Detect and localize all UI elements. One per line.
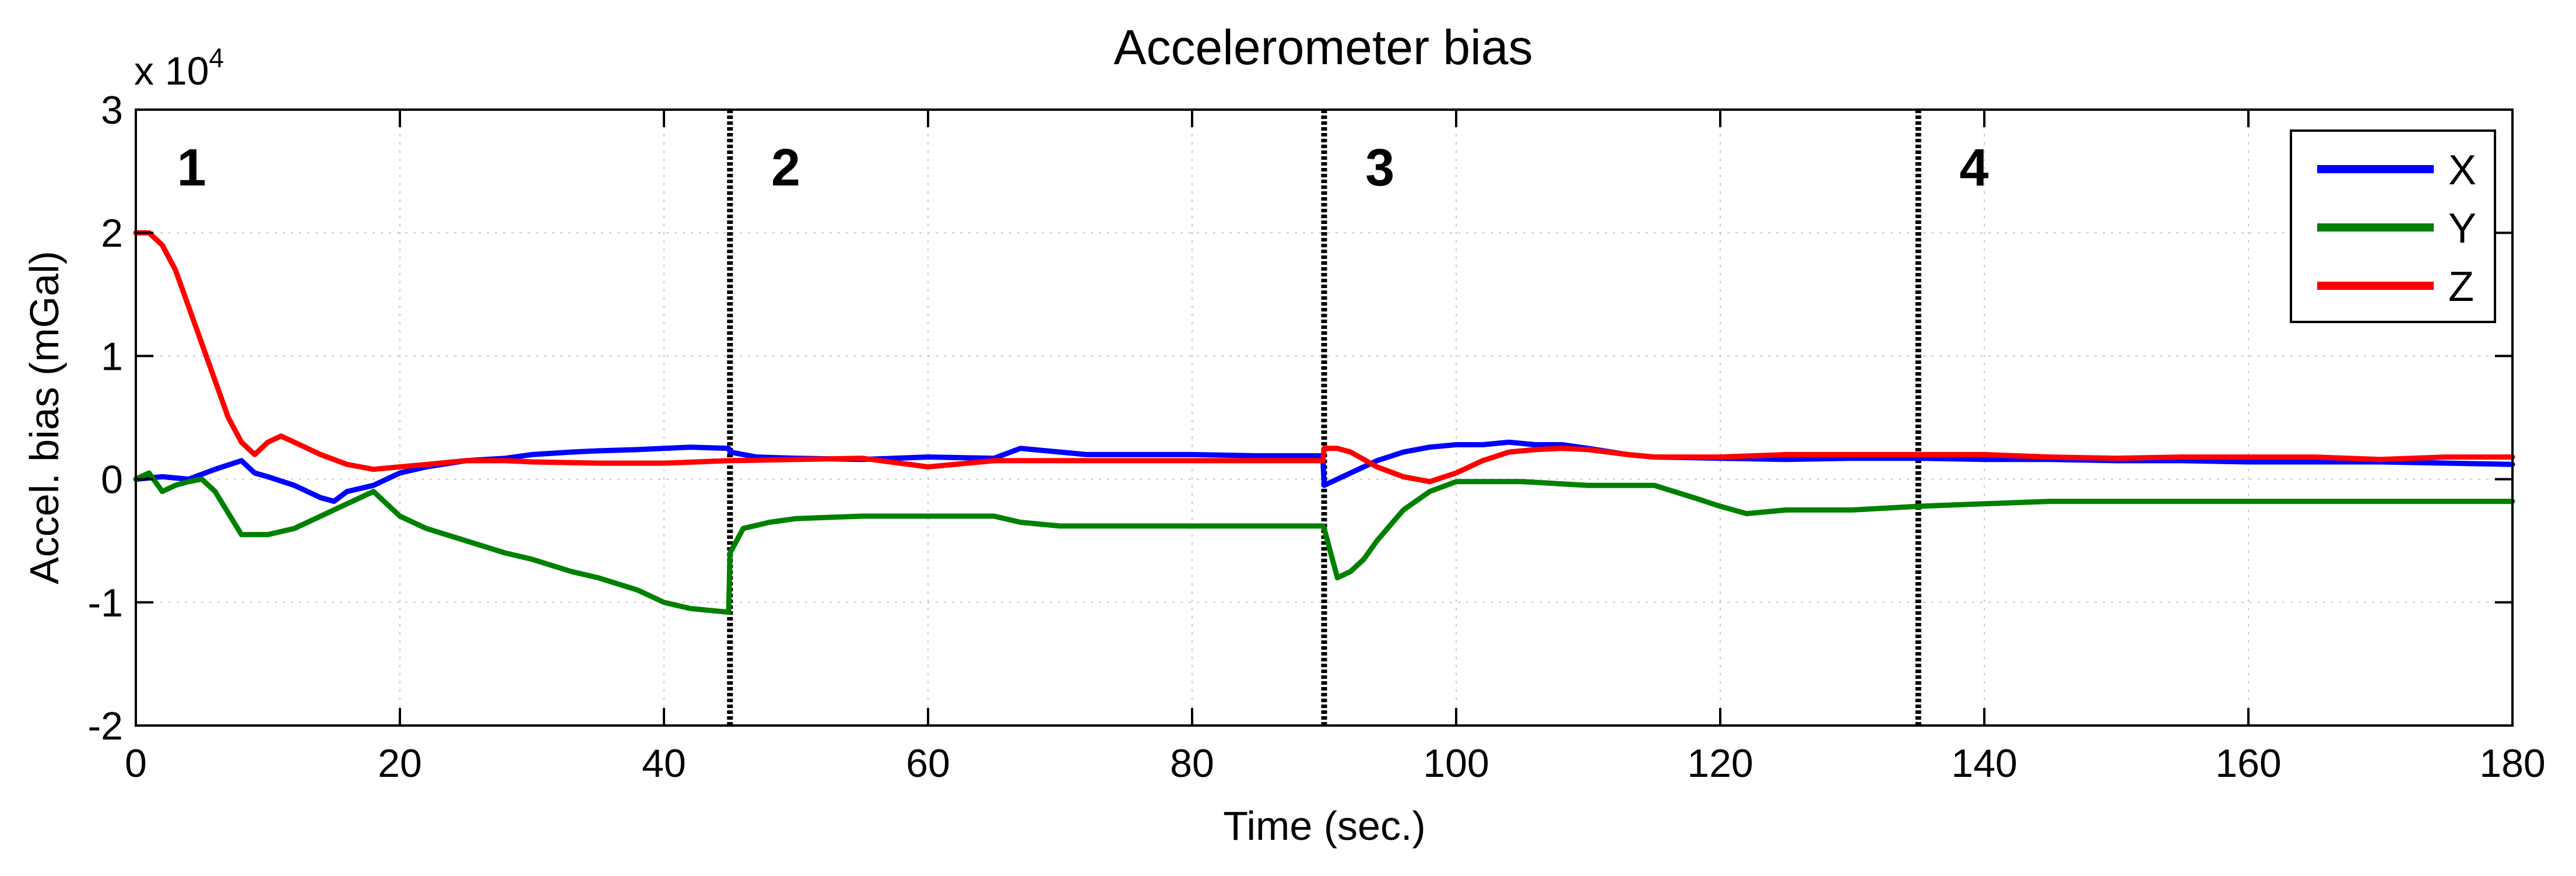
y-tick-label: 3 [101,88,123,132]
x-tick-label: 100 [1423,741,1489,786]
y-tick-label: 2 [101,211,123,255]
x-tick-label: 160 [2215,741,2281,786]
y-axis-label: Accel. bias (mGal) [22,251,67,584]
series-layer [133,230,2515,615]
legend-label-x: X [2448,147,2476,194]
plot-frame [135,108,2514,727]
y-tick-label: 1 [101,334,123,379]
y-multiplier-label: x 104 [134,43,224,93]
x-axis-label: Time (sec.) [1223,803,1425,849]
legend-label-y: Y [2448,205,2476,252]
x-tick-label: 140 [1951,741,2017,786]
chart-title: Accelerometer bias [1114,20,1533,75]
legend-label-z: Z [2448,264,2474,310]
y-tick-label: -1 [88,581,123,625]
x-tick-label: 80 [1170,741,1214,786]
region-lines [727,110,1921,726]
region-label-1: 1 [177,139,206,197]
region-label-4: 4 [1959,139,1988,197]
tick-layer: 0 20 40 60 80 100 120 140 160 180 -2 -1 0 1 2 3 [88,88,2546,786]
legend: XYZ [2290,129,2496,323]
series-line-y [133,470,2515,615]
y-tick-label: -2 [88,704,123,748]
y-multiplier-base: x 10 [134,49,209,93]
series-line-z [133,230,2515,485]
x-tick-label: 20 [378,741,422,786]
x-tick-label: 40 [642,741,686,786]
y-tick-label: 0 [101,458,123,502]
x-tick-label: 120 [1687,741,1753,786]
x-tick-label: 180 [2479,741,2545,786]
region-label-2: 2 [771,139,800,197]
x-tick-label: 0 [125,741,147,786]
region-label-3: 3 [1365,139,1394,197]
region-label-layer: 1 2 3 4 [177,139,1989,197]
x-tick-label: 60 [906,741,950,786]
series-line-x [133,439,2515,504]
y-multiplier-exponent: 4 [209,43,224,73]
